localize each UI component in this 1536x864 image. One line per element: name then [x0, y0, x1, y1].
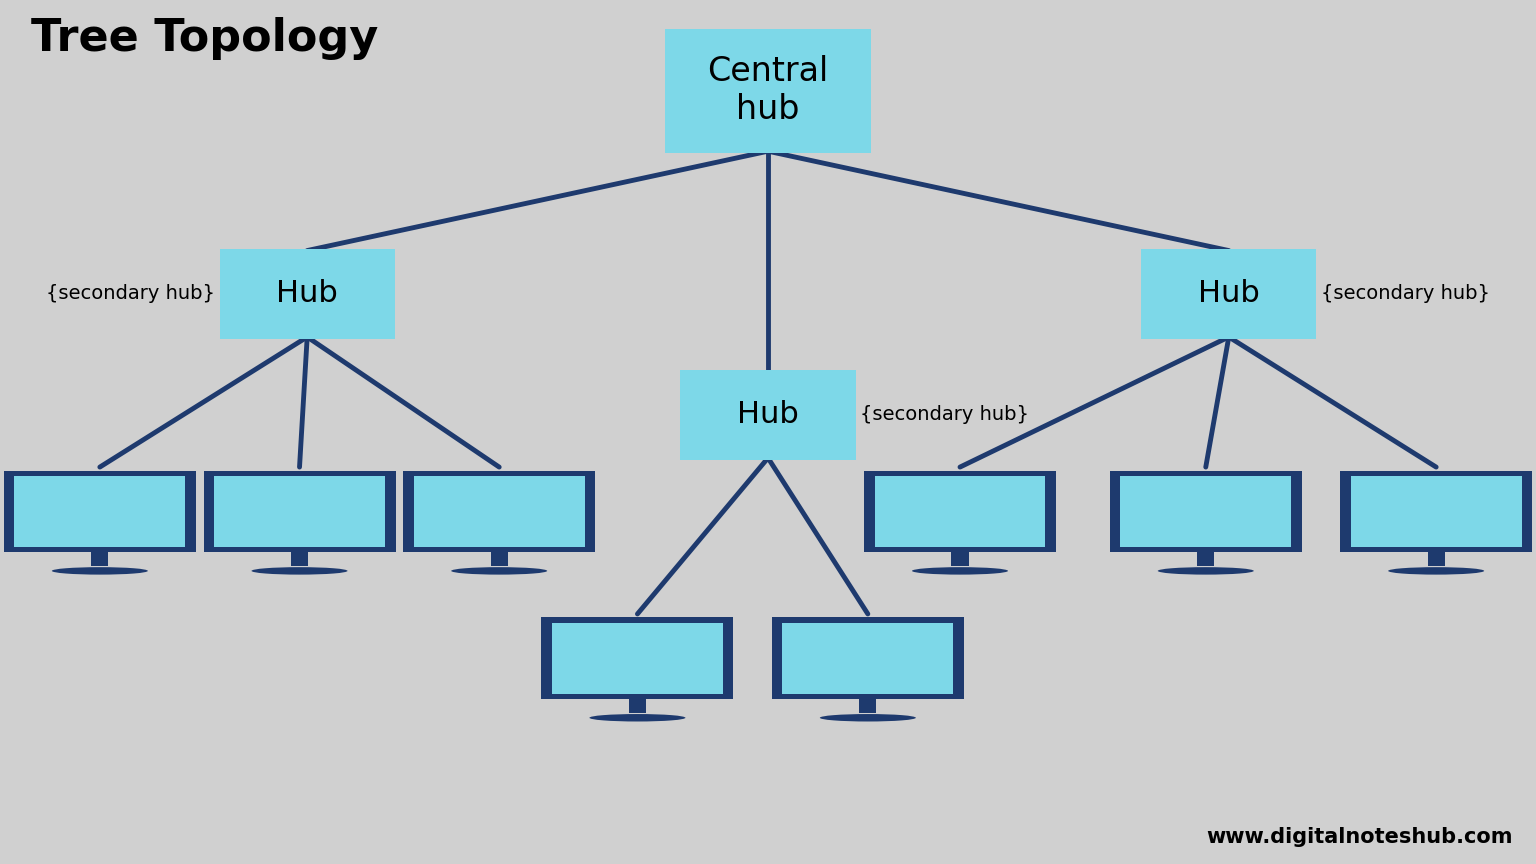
FancyBboxPatch shape [771, 618, 965, 699]
FancyBboxPatch shape [1120, 476, 1292, 547]
FancyBboxPatch shape [680, 370, 856, 460]
Text: www.digitalnoteshub.com: www.digitalnoteshub.com [1206, 827, 1513, 847]
Ellipse shape [820, 714, 915, 721]
Text: {secondary hub}: {secondary hub} [46, 284, 215, 303]
FancyBboxPatch shape [413, 476, 585, 547]
Ellipse shape [912, 567, 1008, 575]
Bar [290, 552, 309, 566]
Ellipse shape [1158, 567, 1253, 575]
FancyBboxPatch shape [1141, 249, 1316, 339]
Bar [490, 552, 508, 566]
Ellipse shape [252, 567, 347, 575]
FancyBboxPatch shape [14, 476, 186, 547]
Text: Hub: Hub [276, 279, 338, 308]
Text: Hub: Hub [1198, 279, 1260, 308]
FancyBboxPatch shape [5, 471, 197, 552]
Text: Central
hub: Central hub [708, 55, 828, 126]
Text: Tree Topology: Tree Topology [31, 17, 378, 60]
FancyBboxPatch shape [214, 476, 386, 547]
Text: Hub: Hub [737, 400, 799, 429]
Bar [951, 552, 969, 566]
FancyBboxPatch shape [782, 623, 954, 694]
Text: {secondary hub}: {secondary hub} [860, 405, 1029, 424]
Ellipse shape [590, 714, 685, 721]
Ellipse shape [452, 567, 547, 575]
Ellipse shape [52, 567, 147, 575]
Bar [628, 699, 647, 713]
FancyBboxPatch shape [1109, 471, 1301, 552]
FancyBboxPatch shape [220, 249, 395, 339]
Bar [1197, 552, 1215, 566]
FancyBboxPatch shape [1339, 471, 1533, 552]
Text: {secondary hub}: {secondary hub} [1321, 284, 1490, 303]
FancyBboxPatch shape [203, 471, 395, 552]
FancyBboxPatch shape [402, 471, 596, 552]
FancyBboxPatch shape [863, 471, 1057, 552]
FancyBboxPatch shape [665, 29, 871, 153]
Bar [859, 699, 877, 713]
Bar [1427, 552, 1445, 566]
FancyBboxPatch shape [874, 476, 1046, 547]
FancyBboxPatch shape [551, 623, 723, 694]
Bar [91, 552, 109, 566]
FancyBboxPatch shape [1350, 476, 1522, 547]
FancyBboxPatch shape [541, 618, 733, 699]
Ellipse shape [1389, 567, 1484, 575]
